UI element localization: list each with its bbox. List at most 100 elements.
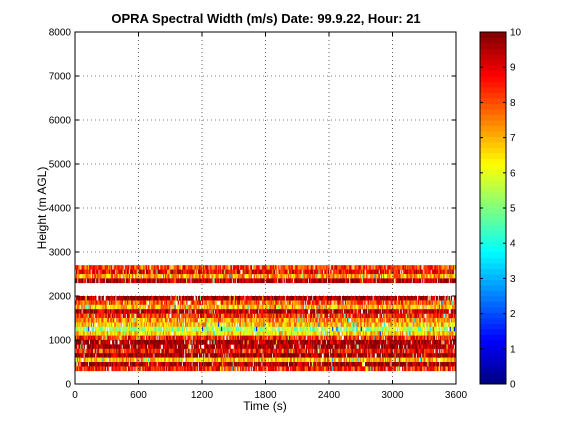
heatmap-cell [172, 340, 174, 345]
heatmap-cell [188, 296, 190, 301]
heatmap-cell [82, 313, 84, 319]
heatmap-cell [136, 265, 138, 270]
heatmap-cell [298, 304, 300, 310]
heatmap-cell [252, 269, 255, 275]
heatmap-cell [289, 335, 292, 341]
heatmap-cell [305, 296, 308, 301]
heatmap-cell [451, 335, 454, 341]
heatmap-cell [301, 265, 303, 270]
heatmap-cell [331, 300, 333, 306]
heatmap-cell [271, 300, 274, 306]
heatmap-cell [180, 274, 183, 279]
heatmap-cell [223, 265, 225, 270]
heatmap-cell [287, 304, 290, 310]
heatmap-cell [406, 300, 408, 306]
heatmap-cell [112, 331, 114, 336]
heatmap-cell [370, 269, 372, 275]
heatmap-cell [404, 304, 406, 310]
heatmap-cell [363, 296, 366, 301]
heatmap-cell [279, 296, 281, 301]
heatmap-cell [382, 318, 385, 323]
heatmap-cell [213, 313, 215, 319]
heatmap-cell [206, 326, 208, 332]
heatmap-cell [368, 335, 370, 341]
heatmap-cell [399, 313, 402, 319]
heatmap-cell [125, 274, 128, 279]
heatmap-cell [210, 326, 212, 332]
heatmap-cell [435, 265, 438, 270]
heatmap-cell [333, 304, 335, 310]
heatmap-cell [290, 309, 293, 314]
heatmap-cell [409, 274, 411, 279]
heatmap-cell [236, 278, 239, 284]
heatmap-cell [283, 326, 285, 332]
heatmap-cell [217, 296, 220, 301]
heatmap-cell [440, 309, 442, 314]
heatmap-cell [116, 340, 118, 345]
heatmap-cell [397, 278, 400, 284]
heatmap-cell [161, 318, 164, 323]
heatmap-cell [159, 335, 162, 341]
heatmap-cell [359, 322, 362, 328]
heatmap-cell [103, 318, 105, 323]
heatmap-cell [316, 335, 318, 341]
heatmap-cell [441, 335, 443, 341]
heatmap-cell [295, 278, 297, 284]
heatmap-cell [212, 304, 214, 310]
heatmap-cell [250, 335, 253, 341]
heatmap-cell [168, 300, 170, 306]
heatmap-cell [446, 296, 448, 301]
heatmap-cell [375, 340, 377, 345]
heatmap-cell [391, 274, 393, 279]
heatmap-cell [438, 274, 440, 279]
heatmap-cell [346, 335, 349, 341]
heatmap-cell [84, 322, 86, 328]
heatmap-cell [241, 309, 243, 314]
heatmap-cell [213, 318, 215, 323]
heatmap-cell [91, 331, 94, 336]
heatmap-cell [316, 278, 318, 284]
heatmap-cell [450, 278, 453, 284]
heatmap-cell [126, 318, 129, 323]
heatmap-cell [92, 340, 95, 345]
heatmap-cell [257, 322, 259, 328]
heatmap-cell [226, 313, 228, 319]
heatmap-cell [175, 340, 177, 345]
heatmap-cell [113, 340, 115, 345]
heatmap-cell [344, 322, 347, 328]
heatmap-cell [75, 313, 77, 319]
heatmap-cell [162, 331, 165, 336]
heatmap-cell [240, 265, 242, 270]
heatmap-cell [136, 269, 138, 275]
heatmap-cell [286, 318, 289, 323]
heatmap-cell [341, 304, 344, 310]
heatmap-cell [412, 326, 414, 332]
heatmap-cell [260, 331, 262, 336]
heatmap-cell [392, 331, 394, 336]
heatmap-cell [212, 265, 214, 270]
heatmap-cell [295, 340, 297, 345]
heatmap-cell [450, 274, 453, 279]
heatmap-cell [316, 304, 318, 310]
heatmap-cell [168, 331, 170, 336]
heatmap-cell [134, 340, 136, 345]
heatmap-cell [353, 326, 355, 332]
heatmap-cell [366, 335, 368, 341]
heatmap-cell [317, 300, 319, 306]
heatmap-cell [343, 309, 346, 314]
heatmap-cell [163, 322, 166, 328]
heatmap-cell [281, 296, 283, 301]
heatmap-cell [335, 322, 337, 328]
heatmap-cell [108, 335, 111, 341]
heatmap-cell [259, 322, 261, 328]
heatmap-cell [397, 331, 400, 336]
heatmap-cell [375, 296, 377, 301]
heatmap-cell [350, 296, 352, 301]
heatmap-cell [159, 296, 162, 301]
heatmap-cell [189, 313, 191, 319]
heatmap-cell [140, 278, 142, 284]
heatmap-cell [157, 326, 159, 332]
heatmap-cell [117, 335, 119, 341]
heatmap-cell [376, 326, 378, 332]
heatmap-cell [422, 304, 424, 310]
